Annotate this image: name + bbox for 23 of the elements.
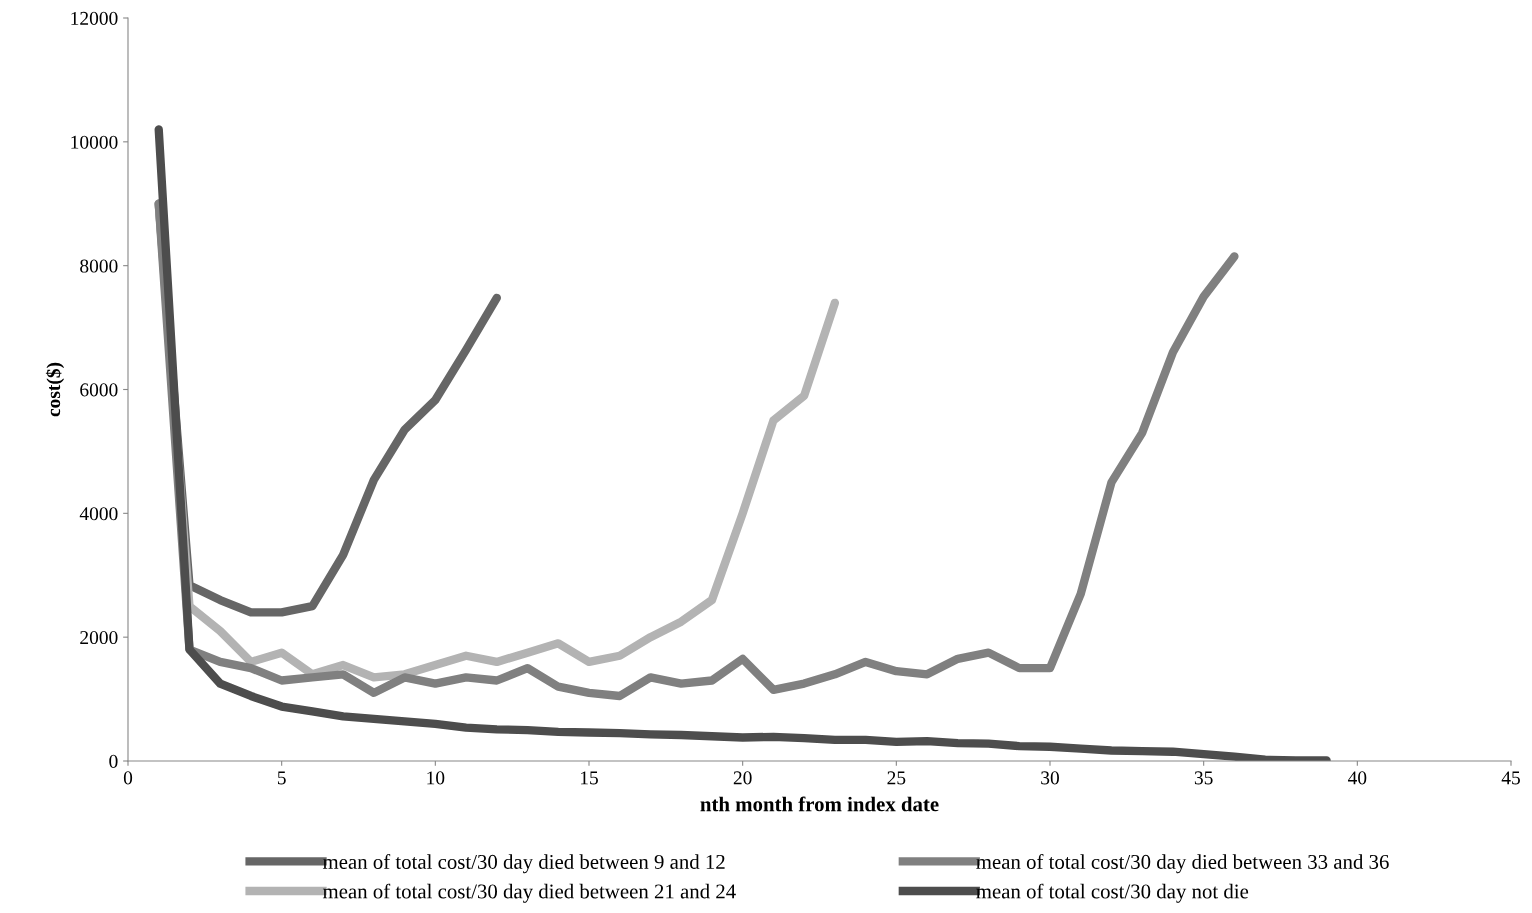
- y-tick-label: 4000: [79, 507, 118, 521]
- x-tick-label: 30: [1041, 771, 1059, 785]
- y-tick-label: 6000: [80, 383, 118, 397]
- x-axis-title: nth month from index date: [700, 796, 939, 812]
- x-tick-label: 15: [580, 771, 598, 785]
- x-tick-label: 10: [427, 771, 445, 785]
- x-tick-label: 45: [1501, 771, 1520, 785]
- y-tick-label: 12000: [71, 11, 118, 25]
- x-tick-label: 35: [1194, 771, 1213, 785]
- x-tick-label: 25: [887, 771, 906, 785]
- legend-label: mean of total cost/30 day died between 9 and 12: [322, 854, 725, 874]
- legend-label: mean of total cost/30 day not die: [976, 883, 1249, 903]
- y-tick-label: 0: [109, 754, 118, 768]
- x-tick-label: 0: [123, 771, 133, 785]
- legend-label: mean of total cost/30 day died between 21 and 24: [322, 883, 736, 903]
- legend-label: mean of total cost/30 day died between 33 and 36: [976, 854, 1389, 874]
- x-tick-label: 20: [733, 771, 752, 785]
- y-tick-label: 2000: [80, 630, 118, 645]
- x-tick-label: 40: [1347, 771, 1367, 785]
- y-tick-label: 8000: [80, 259, 118, 273]
- y-axis-title: cost($): [45, 362, 65, 417]
- x-tick-label: 5: [277, 771, 286, 785]
- y-tick-label: 10000: [71, 135, 118, 149]
